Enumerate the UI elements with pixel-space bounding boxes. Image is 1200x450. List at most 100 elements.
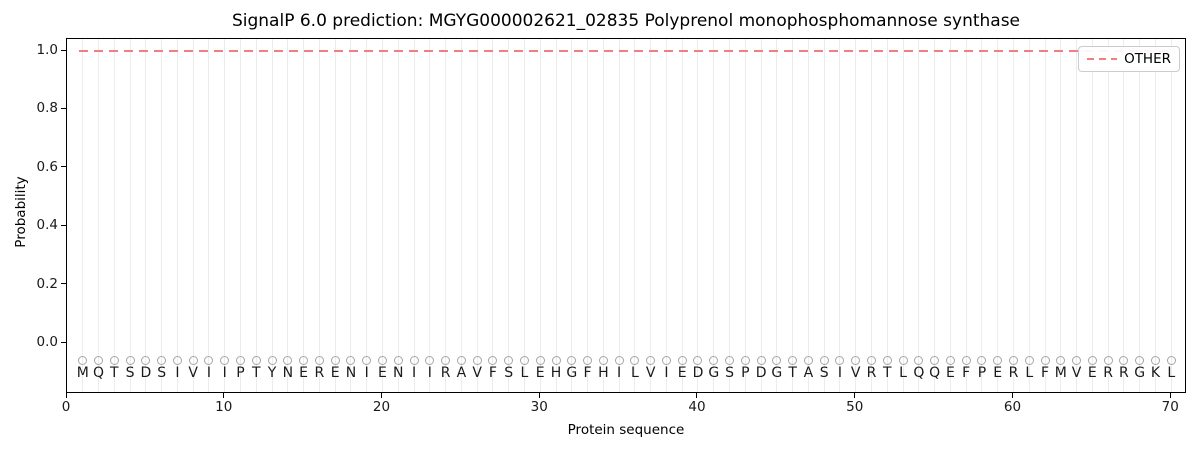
gridline [571,39,573,392]
gridline [539,39,541,392]
residue-letter: V [1071,364,1082,381]
gridline [460,39,462,392]
gridline [1154,39,1156,392]
gridline [161,39,163,392]
residue-marker [94,355,104,365]
gridline [807,39,809,392]
residue-letter: N [393,364,404,381]
residue-letter: A [456,364,467,381]
residue-marker [867,355,876,365]
residue-letter: R [866,364,877,381]
residue-marker [756,355,766,365]
residue-letter: S [157,364,167,381]
residue-letter: M [76,364,89,381]
gridline [1060,39,1062,392]
residue-marker [614,355,624,365]
gridline [855,39,857,392]
residue-letter: P [741,364,750,381]
residue-letter: G [1134,364,1146,381]
residue-letter: D [755,364,767,381]
residue-marker [1024,355,1034,365]
residue-letter: E [993,364,1003,381]
legend-dashed-line-sample [1087,58,1118,60]
gridline [98,39,100,392]
residue-marker [819,355,829,365]
residue-letter: Y [267,364,277,381]
x-tick-label: 0 [61,399,71,415]
residue-letter: I [364,364,369,381]
gridline [350,39,352,392]
residue-letter: R [1119,364,1129,381]
gridline [1012,39,1014,392]
gridline [934,39,936,392]
gridline [792,39,794,392]
residue-marker [1087,355,1097,365]
residue-marker [1135,355,1145,365]
gridline [823,39,825,392]
gridline [208,39,210,392]
residue-letter: S [725,364,734,381]
x-tick-label: 50 [846,399,864,415]
residue-marker [914,355,924,365]
residue-marker [630,355,640,365]
residue-letter: H [598,364,609,381]
residue-letter: F [962,364,971,381]
y-tick-label: 0.8 [36,100,58,117]
gridline [129,39,131,392]
residue-letter: I [837,364,843,381]
gridline [949,39,951,392]
gridline [697,39,699,392]
residue-letter: L [630,364,639,381]
gridline [1123,39,1125,392]
residue-letter: R [314,364,325,381]
legend: OTHER [1078,46,1180,72]
residue-letter: H [550,364,562,381]
residue-marker [1040,355,1050,365]
x-tick-label: 60 [1003,399,1022,415]
residue-marker [772,355,782,365]
gridline [839,39,841,392]
residue-marker [346,355,356,365]
gridline [271,39,273,392]
residue-marker [535,355,545,365]
gridline [681,39,683,392]
residue-marker [882,355,892,365]
residue-marker [172,355,182,365]
residue-marker [945,355,955,365]
gridline [381,39,383,392]
y-tick-mark [61,341,66,343]
residue-letter: Q [93,364,105,381]
residue-letter: I [427,364,432,381]
gridline [886,39,888,392]
residue-marker [551,355,561,365]
residue-marker [78,355,88,365]
residue-letter: D [692,364,704,381]
residue-marker [283,355,293,365]
gridline [965,39,967,392]
x-tick-mark [696,393,698,398]
residue-marker [1166,355,1176,365]
residue-letter: S [125,364,135,381]
residue-marker [977,355,987,365]
y-tick-mark [61,49,66,51]
residue-marker [220,355,230,365]
y-tick-mark [61,166,66,168]
residue-marker [1103,355,1113,365]
residue-marker [441,355,451,365]
y-tick-mark [61,283,66,285]
residue-marker [851,355,861,365]
legend-label: OTHER [1124,51,1171,67]
residue-marker [1150,355,1160,365]
y-tick-mark [61,224,66,226]
residue-marker [251,355,261,365]
residue-marker [1008,355,1018,365]
gridline [665,39,667,392]
residue-letter: F [488,364,497,381]
residue-marker [409,355,419,365]
residue-marker [661,355,671,365]
gridline [618,39,620,392]
residue-marker [393,355,403,365]
residue-letter: V [850,364,861,381]
residue-letter: P [977,364,987,381]
residue-marker [362,355,372,365]
